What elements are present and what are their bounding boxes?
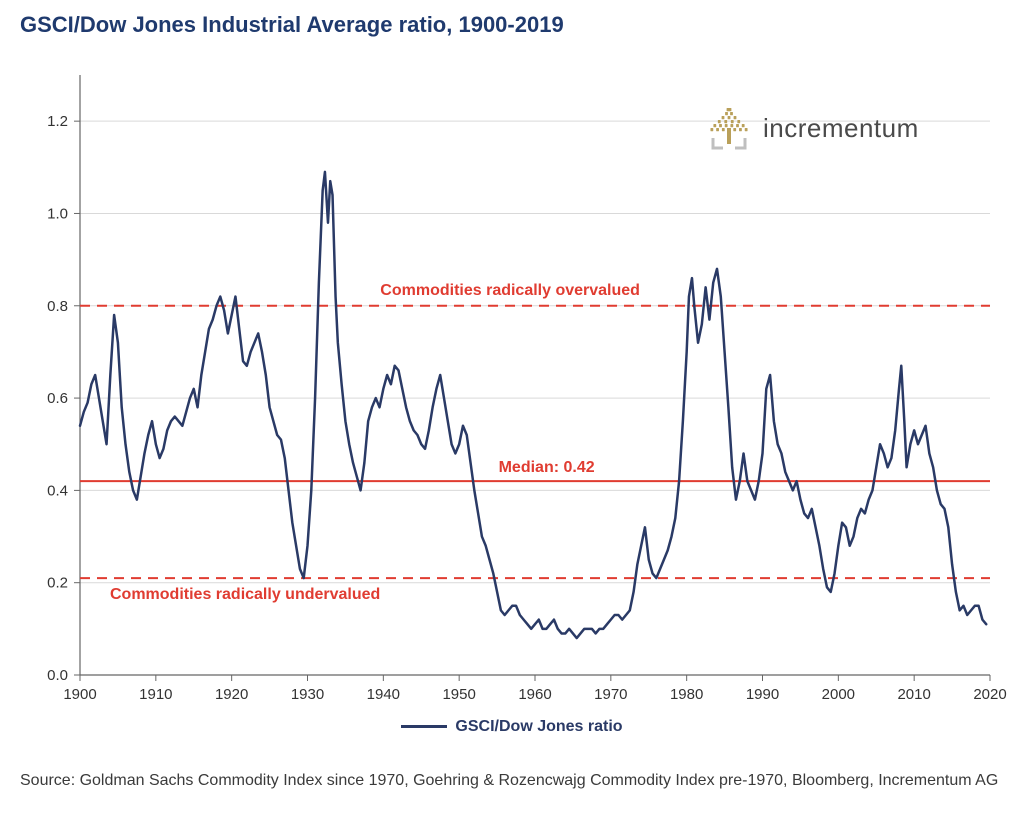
svg-text:0.4: 0.4 <box>47 482 68 499</box>
svg-text:2000: 2000 <box>822 686 855 703</box>
reference-label: Median: 0.42 <box>499 459 595 477</box>
svg-text:1930: 1930 <box>291 686 324 703</box>
svg-text:0.6: 0.6 <box>47 390 68 407</box>
svg-text:1920: 1920 <box>215 686 248 703</box>
svg-text:1970: 1970 <box>594 686 627 703</box>
reference-label: Commodities radically undervalued <box>110 586 380 604</box>
svg-text:1940: 1940 <box>367 686 400 703</box>
tree-icon <box>705 104 753 152</box>
svg-text:2020: 2020 <box>973 686 1006 703</box>
reference-label: Commodities radically overvalued <box>380 282 640 300</box>
chart-legend: GSCI/Dow Jones ratio <box>0 718 1024 736</box>
svg-text:1980: 1980 <box>670 686 703 703</box>
legend-swatch <box>401 725 447 728</box>
svg-text:1960: 1960 <box>518 686 551 703</box>
brand-logo: incrementum <box>705 104 919 152</box>
svg-text:1950: 1950 <box>442 686 475 703</box>
brand-name: incrementum <box>763 113 919 144</box>
legend-label: GSCI/Dow Jones ratio <box>455 718 622 735</box>
svg-text:1990: 1990 <box>746 686 779 703</box>
svg-text:1.2: 1.2 <box>47 113 68 130</box>
svg-text:1.0: 1.0 <box>47 205 68 222</box>
svg-text:1910: 1910 <box>139 686 172 703</box>
svg-text:0.8: 0.8 <box>47 298 68 315</box>
source-note: Source: Goldman Sachs Commodity Index si… <box>20 770 1004 792</box>
svg-text:0.2: 0.2 <box>47 575 68 592</box>
chart-container: GSCI/Dow Jones Industrial Average ratio,… <box>0 0 1024 823</box>
svg-text:2010: 2010 <box>897 686 930 703</box>
svg-text:0.0: 0.0 <box>47 667 68 684</box>
svg-text:1900: 1900 <box>63 686 96 703</box>
